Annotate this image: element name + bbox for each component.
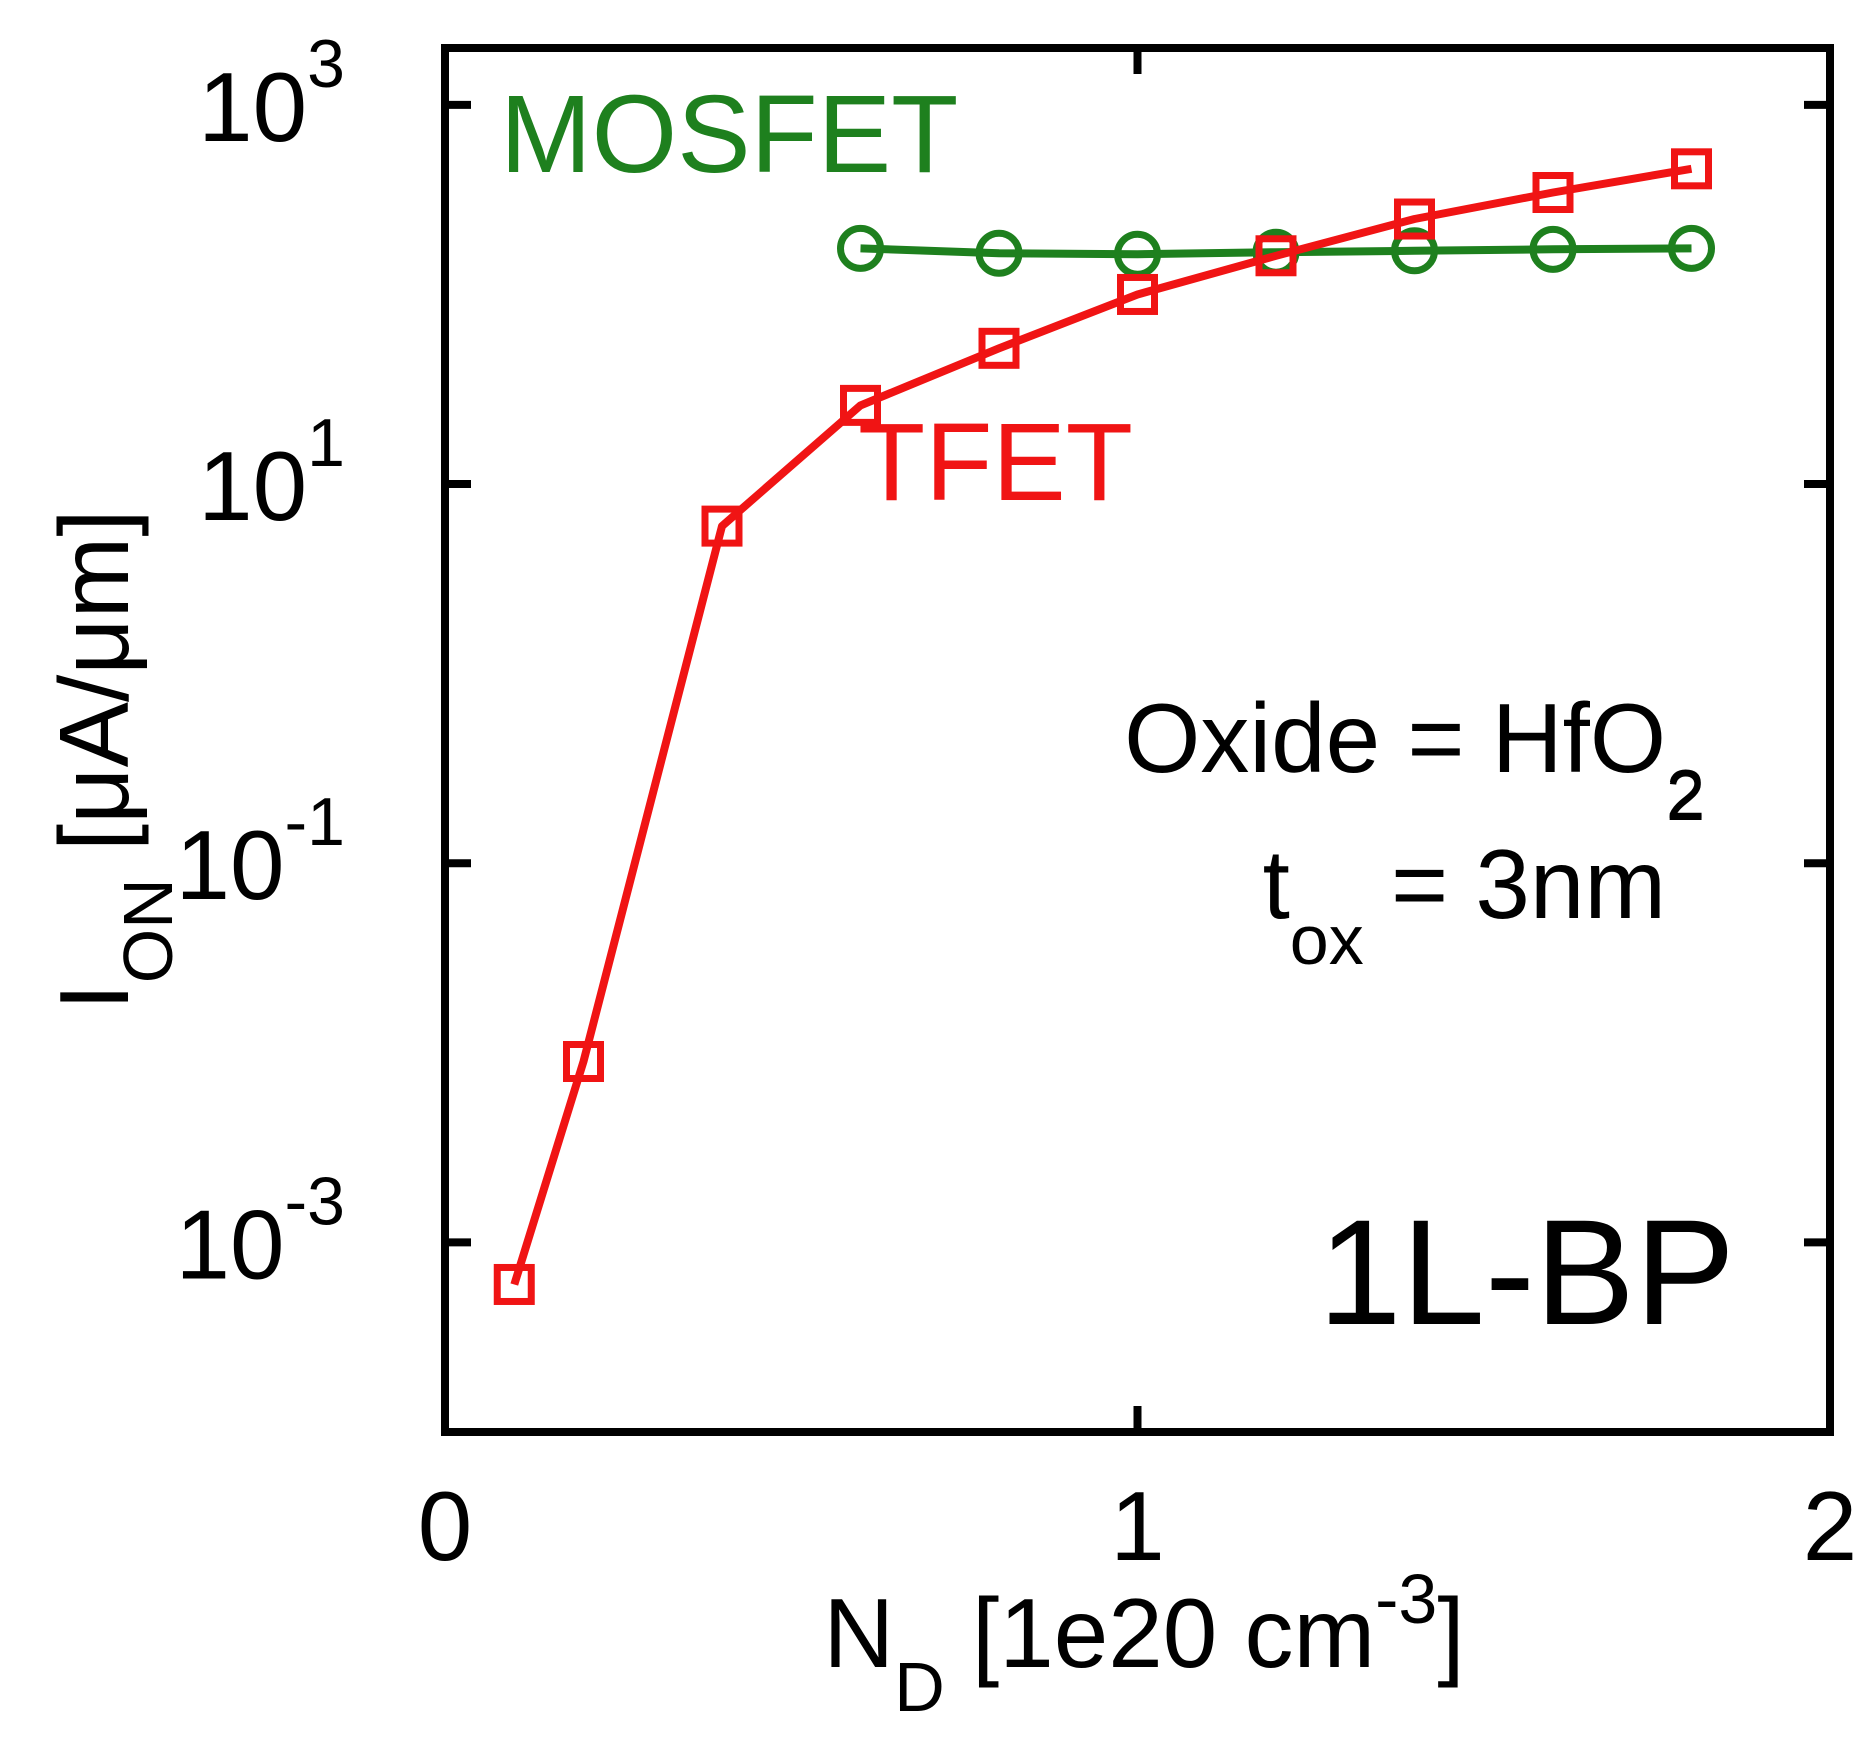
tfet-point — [1532, 172, 1574, 214]
mosfet-label: MOSFET — [500, 73, 958, 196]
mosfet-point — [1529, 225, 1577, 273]
tox-annotation: tox = 3nm2 — [1263, 757, 1705, 979]
tfet-point — [1671, 148, 1712, 190]
material-label: 1L-BP — [1318, 1188, 1735, 1356]
tfet-point — [978, 327, 1020, 369]
x-tick-label: 0 — [418, 1471, 473, 1581]
tfet-point — [563, 1040, 604, 1082]
axes: 0 1 2 103 101 10-1 10-3 — [176, 26, 1858, 1581]
mosfet-point — [975, 229, 1023, 277]
tfet-point — [840, 384, 881, 426]
oxide-annotation: Oxide = HfO2 — [1124, 683, 1705, 833]
mosfet-point — [1668, 224, 1715, 272]
tfet-point — [493, 1263, 535, 1305]
tfet-point — [1255, 235, 1297, 277]
mosfet-point — [837, 224, 884, 272]
y-tick-label: 10-1 — [176, 784, 345, 920]
y-tick-label: 103 — [198, 26, 345, 162]
mosfet-point — [1391, 227, 1438, 275]
tfet-line — [510, 164, 1693, 1286]
tfet-point — [1117, 273, 1158, 315]
y-tick-label: 101 — [198, 405, 345, 541]
y-axis-label: ION [μA/μm] — [39, 509, 187, 1010]
series-layer — [493, 148, 1715, 1305]
x-axis-label: ND [1e20 cm-3] — [823, 1560, 1464, 1726]
tfet-point — [1394, 198, 1435, 240]
y-tick-label: 10-3 — [176, 1163, 345, 1299]
x-tick-label: 2 — [1803, 1471, 1858, 1581]
tfet-point — [701, 505, 743, 547]
x-tick-label: 1 — [1110, 1471, 1165, 1581]
tfet-label: TFET — [858, 401, 1133, 524]
